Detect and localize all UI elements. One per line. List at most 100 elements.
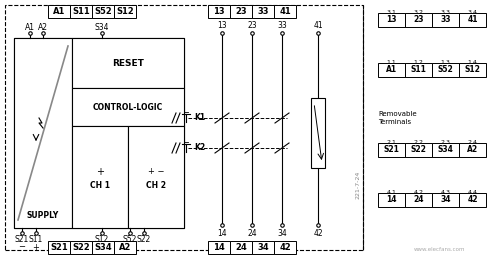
Text: S21: S21: [15, 236, 29, 244]
Bar: [230, 5, 252, 18]
Bar: [405, 63, 432, 77]
Text: A1: A1: [386, 66, 397, 75]
Text: 13: 13: [386, 16, 397, 24]
Bar: [114, 241, 136, 254]
Text: 13: 13: [217, 21, 227, 29]
Text: 221-7-24: 221-7-24: [356, 171, 361, 199]
Text: 2.2: 2.2: [413, 140, 423, 146]
Text: 1.4: 1.4: [467, 61, 477, 66]
Text: A1: A1: [25, 23, 35, 32]
Text: S12: S12: [95, 236, 109, 244]
Text: 2.1: 2.1: [387, 140, 396, 146]
Text: 4.1: 4.1: [387, 191, 396, 196]
Bar: [70, 241, 92, 254]
Text: 14: 14: [217, 229, 227, 237]
Bar: [459, 63, 486, 77]
Bar: [208, 5, 230, 18]
Text: S52: S52: [123, 236, 137, 244]
Bar: [432, 193, 459, 207]
Text: 33: 33: [277, 21, 287, 29]
Bar: [459, 13, 486, 27]
Text: S22: S22: [137, 236, 151, 244]
Text: 42: 42: [313, 229, 323, 237]
Bar: [432, 63, 459, 77]
Bar: [274, 241, 296, 254]
Text: 1.3: 1.3: [440, 61, 450, 66]
Text: 4.4: 4.4: [467, 191, 477, 196]
Text: 3.3: 3.3: [440, 10, 450, 16]
Text: 42: 42: [279, 243, 291, 252]
Bar: [48, 5, 70, 18]
Bar: [48, 241, 70, 254]
Text: 14: 14: [213, 243, 225, 252]
Bar: [405, 193, 432, 207]
Bar: [230, 241, 252, 254]
Text: 3.2: 3.2: [413, 10, 423, 16]
Text: S12: S12: [116, 7, 134, 16]
Text: RESET: RESET: [112, 58, 144, 68]
Bar: [378, 13, 405, 27]
Bar: [14, 38, 184, 228]
Text: 23: 23: [235, 7, 247, 16]
Text: 24: 24: [413, 196, 424, 205]
Text: S12: S12: [464, 66, 480, 75]
Bar: [432, 143, 459, 157]
Bar: [459, 143, 486, 157]
Text: 1.2: 1.2: [413, 61, 423, 66]
Bar: [114, 5, 136, 18]
Text: S52: S52: [94, 7, 112, 16]
Bar: [274, 5, 296, 18]
Text: 14: 14: [386, 196, 397, 205]
Bar: [14, 38, 72, 228]
Text: Removable
Terminals: Removable Terminals: [378, 112, 417, 125]
Text: A2: A2: [467, 146, 478, 154]
Text: A2: A2: [119, 243, 131, 252]
Bar: [378, 63, 405, 77]
Text: 3.1: 3.1: [387, 10, 396, 16]
Text: 42: 42: [467, 196, 478, 205]
Text: 24: 24: [235, 243, 247, 252]
Text: S34: S34: [95, 23, 109, 32]
Text: 34: 34: [277, 229, 287, 237]
Text: 4.3: 4.3: [440, 191, 450, 196]
Text: 23: 23: [413, 16, 424, 24]
Bar: [5, 5, 363, 250]
Bar: [252, 241, 274, 254]
Text: 3.4: 3.4: [467, 10, 477, 16]
Text: +: +: [33, 243, 40, 251]
Bar: [72, 38, 184, 88]
Bar: [72, 88, 184, 126]
Bar: [208, 241, 230, 254]
Text: CONTROL-LOGIC: CONTROL-LOGIC: [93, 102, 163, 112]
Bar: [378, 143, 405, 157]
Text: S11: S11: [72, 7, 90, 16]
Bar: [378, 193, 405, 207]
Text: S52: S52: [438, 66, 453, 75]
Text: −: −: [19, 243, 26, 251]
Text: SUPPLY: SUPPLY: [27, 211, 59, 220]
Text: K2: K2: [194, 144, 205, 153]
Text: 41: 41: [279, 7, 291, 16]
Text: 4.2: 4.2: [413, 191, 423, 196]
Text: S22: S22: [72, 243, 90, 252]
Text: A2: A2: [38, 23, 48, 32]
Bar: [70, 5, 92, 18]
Bar: [405, 143, 432, 157]
Text: 24: 24: [247, 229, 257, 237]
Text: S34: S34: [437, 146, 453, 154]
Text: A1: A1: [53, 7, 65, 16]
Text: 41: 41: [313, 21, 323, 29]
Bar: [252, 5, 274, 18]
Text: 33: 33: [440, 16, 451, 24]
Text: 34: 34: [440, 196, 451, 205]
Text: 33: 33: [257, 7, 269, 16]
Bar: [128, 126, 184, 228]
Text: + −: + −: [148, 167, 164, 177]
Bar: [72, 126, 128, 228]
Text: 2.3: 2.3: [440, 140, 450, 146]
Text: 34: 34: [257, 243, 269, 252]
Text: S21: S21: [50, 243, 68, 252]
Bar: [311, 98, 325, 168]
Bar: [92, 5, 114, 18]
Text: S21: S21: [384, 146, 399, 154]
